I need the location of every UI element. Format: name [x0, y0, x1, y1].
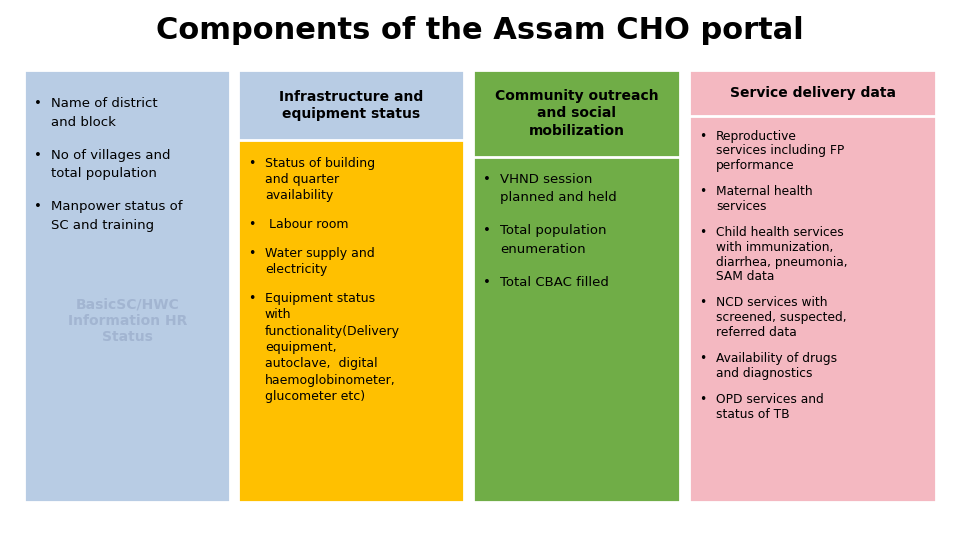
Text: Status of building: Status of building [265, 157, 375, 170]
Text: Infrastructure and
equipment status: Infrastructure and equipment status [278, 90, 423, 121]
Text: Total CBAC filled: Total CBAC filled [500, 276, 609, 289]
Text: autoclave,  digital: autoclave, digital [265, 357, 377, 370]
Text: Total population: Total population [500, 225, 607, 238]
Text: with immunization,: with immunization, [716, 241, 833, 254]
Text: Service delivery data: Service delivery data [730, 86, 896, 100]
FancyBboxPatch shape [473, 70, 680, 157]
Text: SC and training: SC and training [51, 219, 154, 232]
Text: with: with [265, 308, 292, 321]
Text: screened, suspected,: screened, suspected, [716, 311, 847, 324]
Text: enumeration: enumeration [500, 243, 586, 256]
Text: SAM data: SAM data [716, 271, 775, 284]
Text: BasicSC/HWC
Information HR
Status: BasicSC/HWC Information HR Status [67, 298, 187, 344]
Text: performance: performance [716, 159, 795, 172]
Text: availability: availability [265, 189, 333, 202]
Text: Manpower status of: Manpower status of [51, 200, 182, 213]
Text: •: • [248, 157, 255, 170]
Text: •: • [699, 185, 707, 198]
Text: electricity: electricity [265, 263, 327, 276]
Text: NCD services with: NCD services with [716, 296, 828, 309]
Text: •: • [483, 225, 491, 238]
Text: Labour room: Labour room [265, 218, 348, 231]
Text: Water supply and: Water supply and [265, 247, 374, 260]
Text: Equipment status: Equipment status [265, 292, 375, 305]
Text: Child health services: Child health services [716, 226, 844, 239]
FancyBboxPatch shape [238, 70, 464, 502]
Text: •: • [699, 393, 707, 406]
Text: •: • [699, 296, 707, 309]
Text: services including FP: services including FP [716, 144, 845, 157]
FancyBboxPatch shape [689, 70, 936, 116]
Text: •: • [248, 247, 255, 260]
Text: planned and held: planned and held [500, 192, 617, 205]
Text: referred data: referred data [716, 326, 797, 339]
Text: services: services [716, 200, 767, 213]
Text: Availability of drugs: Availability of drugs [716, 352, 837, 365]
Text: OPD services and: OPD services and [716, 393, 824, 406]
FancyBboxPatch shape [24, 70, 230, 502]
Text: •: • [483, 276, 491, 289]
FancyBboxPatch shape [238, 70, 464, 140]
Text: diarrhea, pneumonia,: diarrhea, pneumonia, [716, 255, 848, 268]
Text: •: • [483, 173, 491, 186]
Text: •: • [248, 292, 255, 305]
Text: •: • [699, 130, 707, 143]
Text: and quarter: and quarter [265, 173, 339, 186]
Text: glucometer etc): glucometer etc) [265, 390, 365, 403]
FancyBboxPatch shape [473, 70, 680, 502]
Text: No of villages and: No of villages and [51, 149, 170, 162]
Text: Reproductive: Reproductive [716, 130, 797, 143]
Text: •: • [34, 200, 41, 213]
Text: and block: and block [51, 116, 116, 129]
Text: Name of district: Name of district [51, 97, 157, 110]
Text: •: • [34, 97, 41, 110]
Text: Components of the Assam CHO portal: Components of the Assam CHO portal [156, 16, 804, 45]
Text: Community outreach
and social
mobilization: Community outreach and social mobilizati… [494, 89, 659, 138]
Text: and diagnostics: and diagnostics [716, 367, 813, 380]
Text: •: • [34, 149, 41, 162]
Text: equipment,: equipment, [265, 341, 337, 354]
Text: •: • [248, 218, 255, 231]
Text: haemoglobinometer,: haemoglobinometer, [265, 374, 396, 387]
Text: functionality(Delivery: functionality(Delivery [265, 325, 400, 338]
Text: •: • [699, 226, 707, 239]
Text: status of TB: status of TB [716, 408, 790, 421]
Text: total population: total population [51, 167, 156, 180]
Text: Maternal health: Maternal health [716, 185, 813, 198]
Text: •: • [699, 352, 707, 365]
FancyBboxPatch shape [689, 70, 936, 502]
Text: VHND session: VHND session [500, 173, 592, 186]
